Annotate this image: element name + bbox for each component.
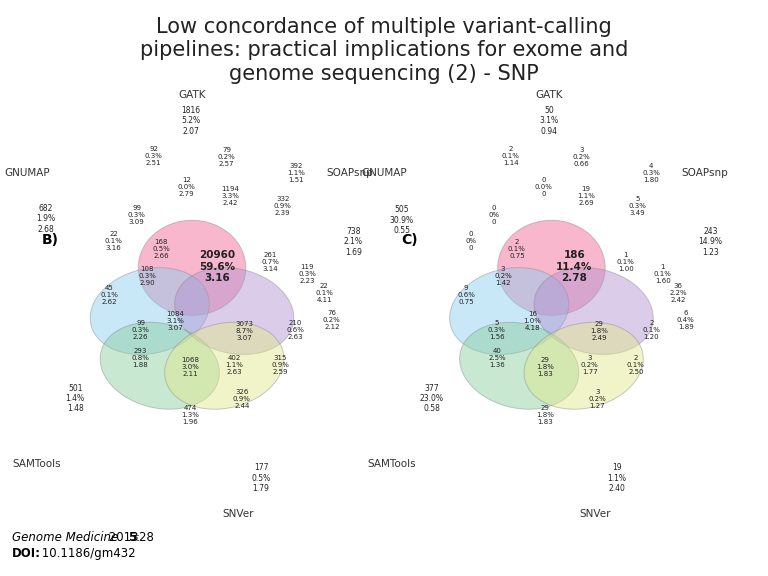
Text: 3073
8.7%
3.07: 3073 8.7% 3.07 [235,321,253,341]
Text: 243
14.9%
1.23: 243 14.9% 1.23 [698,227,723,257]
Text: 392
1.1%
1.51: 392 1.1% 1.51 [286,163,305,183]
Text: SOAPsnp: SOAPsnp [326,168,372,178]
Text: 210
0.6%
2.63: 210 0.6% 2.63 [286,320,305,340]
Text: 2013: 2013 [105,531,143,544]
Text: 22
0.1%
3.16: 22 0.1% 3.16 [104,231,123,251]
Text: SAMTools: SAMTools [12,458,61,469]
Text: 5
0.3%
1.56: 5 0.3% 1.56 [488,320,506,340]
Text: 16
1.0%
4.18: 16 1.0% 4.18 [523,311,541,331]
Text: 3
0.2%
0.66: 3 0.2% 0.66 [572,147,591,166]
Text: 20960
59.6%
3.16: 20960 59.6% 3.16 [199,250,236,283]
Ellipse shape [138,220,246,315]
Text: 29
1.8%
1.83: 29 1.8% 1.83 [536,357,554,377]
Text: 0
0%
0: 0 0% 0 [465,231,476,251]
Text: 326
0.9%
2.44: 326 0.9% 2.44 [233,389,251,408]
Text: 177
0.5%
1.79: 177 0.5% 1.79 [251,463,271,493]
Text: 9
0.6%
0.75: 9 0.6% 0.75 [457,286,475,305]
Text: 2
0.1%
0.75: 2 0.1% 0.75 [508,239,526,259]
Text: GATK: GATK [178,90,206,100]
Text: 12
0.0%
2.79: 12 0.0% 2.79 [177,177,196,197]
Text: 10.1186/gm432: 10.1186/gm432 [38,547,135,560]
Text: 76
0.2%
2.12: 76 0.2% 2.12 [323,310,341,329]
Text: 3
0.2%
1.42: 3 0.2% 1.42 [494,267,512,286]
Text: 738
2.1%
1.69: 738 2.1% 1.69 [344,227,362,257]
Text: 186
11.4%
2.78: 186 11.4% 2.78 [556,250,593,283]
Text: 501
1.4%
1.48: 501 1.4% 1.48 [66,384,84,414]
Text: 2
0.1%
1.20: 2 0.1% 1.20 [642,320,660,340]
Text: DOI:: DOI: [12,547,41,560]
Text: GNUMAP: GNUMAP [361,168,407,178]
Text: 45
0.1%
2.62: 45 0.1% 2.62 [100,286,118,305]
Text: 1084
3.1%
3.07: 1084 3.1% 3.07 [166,311,184,331]
Text: 261
0.7%
3.14: 261 0.7% 3.14 [261,252,280,272]
Text: 36
2.2%
2.42: 36 2.2% 2.42 [670,283,687,302]
Text: Low concordance of multiple variant-calling
pipelines: practical implications fo: Low concordance of multiple variant-call… [140,17,628,84]
Text: 293
0.8%
1.88: 293 0.8% 1.88 [131,348,150,368]
Text: 3
0.2%
1.27: 3 0.2% 1.27 [588,389,607,408]
Ellipse shape [100,323,220,409]
Text: 40
2.5%
1.36: 40 2.5% 1.36 [488,348,505,368]
Text: 1816
5.2%
2.07: 1816 5.2% 2.07 [181,106,200,136]
Text: 92
0.3%
2.51: 92 0.3% 2.51 [144,146,163,165]
Text: 315
0.9%
2.59: 315 0.9% 2.59 [271,355,290,374]
Text: 168
0.5%
2.66: 168 0.5% 2.66 [152,239,170,259]
Text: 50
3.1%
0.94: 50 3.1% 0.94 [540,106,558,136]
Ellipse shape [459,323,579,409]
Text: 29
1.8%
2.49: 29 1.8% 2.49 [590,321,608,341]
Text: 377
23.0%
0.58: 377 23.0% 0.58 [419,384,444,414]
Ellipse shape [449,268,569,354]
Text: 1068
3.0%
2.11: 1068 3.0% 2.11 [181,357,200,377]
Text: B): B) [42,233,59,247]
Text: SAMTools: SAMTools [367,458,416,469]
Text: GATK: GATK [535,90,563,100]
Ellipse shape [498,220,605,315]
Text: 1
0.1%
1.60: 1 0.1% 1.60 [654,264,672,283]
Text: 3
0.2%
1.77: 3 0.2% 1.77 [581,355,599,374]
Ellipse shape [534,268,654,354]
Text: 1194
3.3%
2.42: 1194 3.3% 2.42 [221,186,240,206]
Text: 6
0.4%
1.89: 6 0.4% 1.89 [677,310,695,329]
Ellipse shape [164,323,284,409]
Text: 0
0.0%
0: 0 0.0% 0 [535,177,553,197]
Ellipse shape [174,268,294,354]
Text: 99
0.3%
3.09: 99 0.3% 3.09 [127,205,146,225]
Text: 5: 5 [128,531,137,544]
Text: SNVer: SNVer [579,509,611,519]
Text: Genome Medicine: Genome Medicine [12,531,118,544]
Text: 19
1.1%
2.40: 19 1.1% 2.40 [607,463,626,493]
Text: 119
0.3%
2.23: 119 0.3% 2.23 [298,264,316,283]
Text: 22
0.1%
4.11: 22 0.1% 4.11 [315,283,333,302]
Text: 79
0.2%
2.57: 79 0.2% 2.57 [217,147,236,166]
Text: 1
0.1%
1.00: 1 0.1% 1.00 [617,252,635,272]
Text: GNUMAP: GNUMAP [4,168,50,178]
Text: 474
1.3%
1.96: 474 1.3% 1.96 [181,405,200,425]
Text: 505
30.9%
0.55: 505 30.9% 0.55 [389,205,414,235]
Text: 29
1.8%
1.83: 29 1.8% 1.83 [536,405,554,425]
Text: C): C) [402,233,419,247]
Text: 332
0.9%
2.39: 332 0.9% 2.39 [273,196,292,215]
Text: 682
1.9%
2.68: 682 1.9% 2.68 [37,204,55,234]
Text: 2
0.1%
1.14: 2 0.1% 1.14 [502,146,520,165]
Text: 0
0%
0: 0 0% 0 [488,205,499,225]
Text: 4
0.3%
1.80: 4 0.3% 1.80 [642,163,660,183]
Ellipse shape [524,323,644,409]
Text: 2
0.1%
2.50: 2 0.1% 2.50 [627,355,645,374]
Text: 402
1.1%
2.63: 402 1.1% 2.63 [225,355,243,374]
Text: 108
0.3%
2.90: 108 0.3% 2.90 [138,267,157,286]
Text: 19
1.1%
2.69: 19 1.1% 2.69 [577,186,595,206]
Text: 5
0.3%
3.49: 5 0.3% 3.49 [628,196,647,215]
Ellipse shape [90,268,210,354]
Text: SOAPsnp: SOAPsnp [682,168,728,178]
Text: :28: :28 [135,531,154,544]
Text: SNVer: SNVer [222,509,254,519]
Text: 99
0.3%
2.26: 99 0.3% 2.26 [131,320,150,340]
